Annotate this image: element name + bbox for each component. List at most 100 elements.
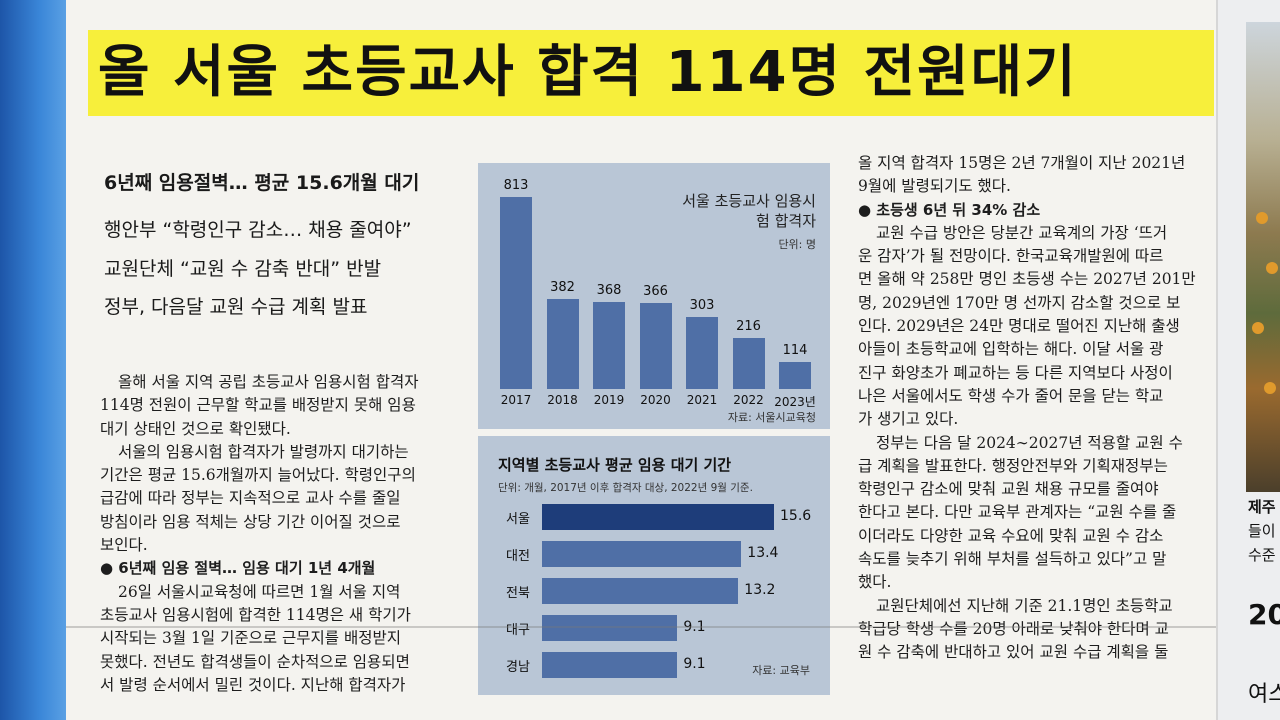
side-text: 수준 bbox=[1248, 546, 1276, 564]
chart-unit: 단위: 명 bbox=[778, 238, 816, 251]
bar-category-label: 2023년 bbox=[774, 395, 816, 409]
bar-value-label: 15.6 bbox=[780, 508, 812, 524]
article-line: 나은 서울에서도 학생 수가 줄어 문을 닫는 학교 bbox=[858, 386, 1164, 405]
photo-fruit bbox=[1266, 262, 1278, 274]
left-background-band bbox=[0, 0, 66, 720]
bar-value-label: 216 bbox=[736, 318, 761, 334]
bar-value-label: 366 bbox=[643, 283, 668, 299]
bar bbox=[546, 298, 579, 389]
bar bbox=[542, 504, 774, 530]
article-line: 급감에 따라 정부는 지속적으로 교사 수를 줄일 bbox=[100, 489, 401, 508]
article-line: 진구 화양초가 폐교하는 등 다른 지역보다 사정이 bbox=[858, 363, 1173, 382]
article-line: 대기 상태인 것으로 확인됐다. bbox=[100, 419, 291, 438]
bar-category-label: 2020 bbox=[640, 393, 671, 407]
side-text: 들이 bbox=[1248, 522, 1276, 540]
bar bbox=[542, 578, 739, 604]
article-line: 면 올해 약 258만 명인 초등생 수는 2027년 201만 bbox=[858, 270, 1196, 289]
subheadline: 정부, 다음달 교원 수급 계획 발표 bbox=[104, 296, 368, 318]
chart-source: 자료: 교육부 bbox=[752, 664, 810, 677]
article-line: 했다. bbox=[858, 573, 892, 592]
bar-category-label: 2019 bbox=[593, 393, 625, 407]
bar-value-label: 303 bbox=[689, 298, 715, 314]
bar-value-label: 813 bbox=[503, 178, 529, 193]
bar bbox=[639, 302, 672, 389]
bar-category-label: 대전 bbox=[506, 549, 530, 564]
chart-title: 서울 초등교사 임용시험 합격자 bbox=[682, 192, 816, 230]
passers-bar-chart: 서울 초등교사 임용시험 합격자 단위: 명 자료: 서울시교육청 813 201… bbox=[478, 163, 830, 429]
bar-category-label: 2022 bbox=[733, 393, 764, 407]
subheadline: 6년째 임용절벽… 평균 15.6개월 대기 bbox=[104, 172, 420, 194]
adjacent-photo bbox=[1246, 22, 1280, 492]
article-line: 초등교사 임용시험에 합격한 114명은 새 학기가 bbox=[100, 605, 411, 624]
article-line: 114명 전원이 근무할 학교를 배정받지 못해 임용 bbox=[100, 396, 416, 415]
section-heading: ● 6년째 임용 절벽… 임용 대기 1년 4개월 bbox=[100, 559, 376, 578]
article-line: 26일 서울시교육청에 따르면 1월 서울 지역 bbox=[118, 582, 401, 601]
article-line: 원 수 감축에 반대하고 있어 교원 수급 계획을 둘 bbox=[858, 643, 1169, 662]
side-text: 여스 bbox=[1248, 682, 1280, 707]
article-line: 학급당 학생 수를 20명 아래로 낮춰야 한다며 교 bbox=[858, 619, 1169, 638]
wait-period-bar-chart: 지역별 초등교사 평균 임용 대기 기간 단위: 개월, 2017년 이후 합격… bbox=[478, 436, 830, 695]
article-line: 보인다. bbox=[100, 536, 148, 555]
article-line: 서울의 임용시험 합격자가 발령까지 대기하는 bbox=[118, 442, 409, 461]
article-line: 한다고 본다. 다만 교육부 관계자는 “교원 수를 줄 bbox=[858, 503, 1177, 522]
bar bbox=[542, 615, 678, 641]
bar-value-label: 368 bbox=[596, 283, 622, 299]
photo-fruit bbox=[1256, 212, 1268, 224]
bar bbox=[542, 652, 678, 678]
bar-value-label: 114 bbox=[782, 343, 808, 359]
bar-category-label: 2018 bbox=[547, 393, 578, 407]
article-line: 못했다. 전년도 합격생들이 순차적으로 임용되면 bbox=[100, 652, 410, 671]
article-line: 이더라도 다양한 교육 수요에 맞춰 교원 수 감소 bbox=[858, 526, 1164, 545]
article-line: 운 감자’가 될 전망이다. 한국교육개발원에 따르 bbox=[858, 247, 1164, 266]
bar-category-label: 2021 bbox=[686, 393, 718, 407]
article-line: 교원단체에선 지난해 기준 21.1명인 초등학교 bbox=[876, 596, 1173, 615]
article-line: 기간은 평균 15.6개월까지 늘어났다. 학령인구의 bbox=[100, 466, 416, 485]
bar bbox=[500, 197, 532, 389]
side-text: 20 bbox=[1248, 598, 1280, 631]
paper-fold-line bbox=[66, 626, 1216, 628]
article-line: 9월에 발령되기도 했다. bbox=[858, 177, 1011, 196]
bar bbox=[593, 302, 625, 389]
photo-fruit bbox=[1264, 382, 1276, 394]
bar bbox=[542, 541, 742, 567]
bar-value-label: 13.2 bbox=[744, 582, 776, 598]
bar-value-label: 382 bbox=[550, 279, 575, 295]
bar-category-label: 2017 bbox=[500, 393, 532, 407]
article-line: 학령인구 감소에 맞춰 교원 채용 규모를 줄여야 bbox=[858, 480, 1159, 499]
chart-title: 지역별 초등교사 평균 임용 대기 기간 bbox=[498, 456, 732, 474]
photo-fruit bbox=[1252, 322, 1264, 334]
bar-value-label: 9.1 bbox=[683, 619, 706, 635]
article-line: 정부는 다음 달 2024∼2027년 적용할 교원 수 bbox=[876, 433, 1183, 452]
article-line: 가 생기고 있다. bbox=[858, 410, 959, 429]
headline: 올 서울 초등교사 합격 114명 전원대기 bbox=[98, 40, 1078, 105]
side-text: 제주 bbox=[1248, 498, 1276, 516]
article-line: 서 발령 순서에서 밀린 것이다. 지난해 합격자가 bbox=[100, 675, 406, 694]
headline-highlight bbox=[88, 30, 1214, 116]
article-right-column: 올 지역 합격자 15명은 2년 7개월이 지난 2021년 9월에 발령되기도… bbox=[858, 152, 1214, 665]
chart-source: 자료: 서울시교육청 bbox=[727, 411, 816, 424]
subheadline: 교원단체 “교원 수 감축 반대” 반발 bbox=[104, 258, 382, 280]
article-line: 시작되는 3월 1일 기준으로 근무지를 배정받지 bbox=[100, 629, 402, 648]
article-line: 방침이라 임용 적체는 상당 기간 이어질 것으로 bbox=[100, 512, 401, 531]
bar bbox=[732, 337, 765, 389]
article-line: 올 지역 합격자 15명은 2년 7개월이 지난 2021년 bbox=[858, 154, 1186, 172]
bar-value-label: 13.4 bbox=[747, 545, 779, 561]
article-line: 아들이 초등학교에 입학하는 해다. 이달 서울 광 bbox=[858, 340, 1164, 359]
article-line: 인다. 2029년은 24만 명대로 떨어진 지난해 출생 bbox=[858, 317, 1180, 336]
article-line: 올해 서울 지역 공립 초등교사 임용시험 합격자 bbox=[118, 373, 419, 391]
article-left-column: 올해 서울 지역 공립 초등교사 임용시험 합격자 114명 전원이 근무할 학… bbox=[100, 371, 455, 697]
article-line: 속도를 늦추기 위해 부처를 설득하고 있다”고 말 bbox=[858, 550, 1167, 569]
article-line: 급 계획을 발표한다. 행정안전부와 기획재정부는 bbox=[858, 456, 1168, 475]
bar-category-label: 경남 bbox=[506, 660, 530, 675]
bar-category-label: 서울 bbox=[506, 512, 530, 527]
article-line: 명, 2029년엔 170만 명 선까지 감소할 것으로 보 bbox=[858, 293, 1181, 312]
bar-value-label: 9.1 bbox=[683, 656, 706, 672]
bar bbox=[779, 362, 811, 389]
bar bbox=[686, 317, 718, 389]
article-line: 교원 수급 방안은 당분간 교육계의 가장 ‘뜨거 bbox=[876, 223, 1168, 242]
bar-category-label: 대구 bbox=[506, 623, 530, 638]
bar-category-label: 전북 bbox=[506, 586, 530, 601]
subheadline: 행안부 “학령인구 감소… 채용 줄여야” bbox=[104, 219, 412, 241]
chart-note: 단위: 개월, 2017년 이후 합격자 대상, 2022년 9월 기준. bbox=[498, 482, 753, 494]
section-heading: ● 초등생 6년 뒤 34% 감소 bbox=[858, 200, 1041, 219]
